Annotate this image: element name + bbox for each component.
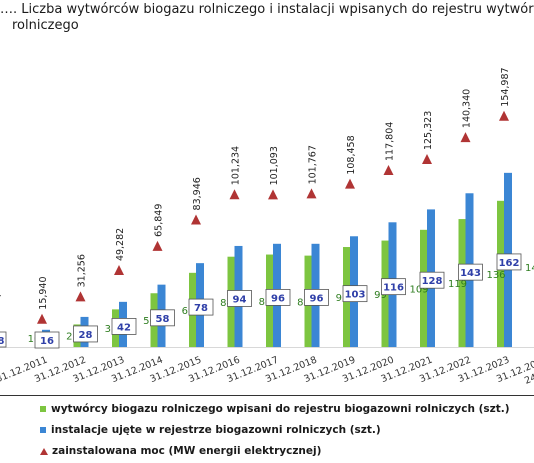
capacity-marker-1 bbox=[75, 291, 86, 302]
installations-value-1: 28 bbox=[79, 330, 93, 341]
installations-value-2: 42 bbox=[117, 322, 131, 333]
capacity-label-7: 101,767 bbox=[308, 145, 319, 184]
title-line-2: rolniczego bbox=[12, 18, 79, 33]
legend-item-installations: instalacje ujęte w rejestrze biogazowni … bbox=[40, 424, 381, 436]
capacity-marker-8 bbox=[345, 178, 355, 189]
installations-value-7: 96 bbox=[310, 293, 324, 304]
x-tick-label-edge: 24.0 bbox=[523, 369, 534, 387]
legend-producers-label: wytwórcy biogazu rolniczego wpisani do r… bbox=[51, 403, 510, 415]
installations-value-9: 116 bbox=[383, 283, 404, 294]
producers-value-1: 21 bbox=[66, 332, 79, 343]
producers-value-12: 136 bbox=[486, 270, 505, 281]
installations-value-box-8 bbox=[342, 285, 368, 303]
capacity-marker-7 bbox=[306, 188, 317, 199]
producers-value-4: 69 bbox=[182, 306, 195, 317]
installations-value-11: 143 bbox=[460, 268, 481, 279]
producers-value-7: 85 bbox=[297, 297, 310, 308]
capacity-label-10: 125,323 bbox=[423, 111, 434, 150]
chart-legend: wytwórcy biogazu rolniczego wpisani do r… bbox=[0, 395, 534, 463]
bar-producers-12 bbox=[497, 200, 504, 347]
capacity-label-5: 101,234 bbox=[231, 146, 242, 185]
installations-value-0: 16 bbox=[40, 336, 54, 347]
producers-value-8: 93 bbox=[336, 293, 349, 304]
installations-value-box-11 bbox=[458, 263, 483, 281]
capacity-label-11: 140,340 bbox=[462, 89, 473, 128]
producers-value-9: 99 bbox=[374, 290, 387, 301]
edge-blue-label-box bbox=[0, 331, 7, 348]
installations-value-box-6 bbox=[265, 288, 291, 306]
capacity-marker-0 bbox=[37, 313, 47, 324]
installations-value-box-0 bbox=[34, 331, 60, 349]
installations-value-box-5 bbox=[227, 290, 252, 307]
installations-value-box-12 bbox=[496, 253, 522, 271]
edge-moc-label: 4,419 bbox=[0, 276, 3, 303]
producers-value-13: 149 bbox=[525, 263, 534, 274]
producers-value-2: 35 bbox=[105, 324, 118, 335]
capacity-marker-11 bbox=[460, 132, 471, 143]
installations-value-box-7 bbox=[304, 288, 329, 306]
installations-value-box-9 bbox=[381, 278, 406, 296]
producers-value-0: 10 bbox=[28, 334, 41, 345]
legend-blue-square-icon bbox=[40, 427, 46, 433]
capacity-marker-5 bbox=[229, 189, 240, 200]
installations-value-box-2 bbox=[111, 318, 137, 335]
capacity-marker-9 bbox=[383, 165, 394, 176]
installations-value-5: 94 bbox=[233, 294, 247, 305]
capacity-marker-3 bbox=[152, 240, 163, 251]
capacity-label-3: 65,849 bbox=[154, 204, 165, 237]
capacity-marker-12 bbox=[499, 110, 509, 121]
capacity-label-9: 117,804 bbox=[385, 122, 396, 161]
installations-value-8: 103 bbox=[345, 290, 366, 301]
capacity-marker-6 bbox=[268, 189, 278, 200]
chart-title: …. Liczba wytwórców biogazu rolniczego i… bbox=[0, 2, 534, 34]
producers-value-10: 109 bbox=[409, 284, 428, 295]
capacity-label-0: 15,940 bbox=[38, 276, 49, 309]
legend-green-square-icon bbox=[40, 406, 46, 412]
producers-value-3: 50 bbox=[143, 316, 156, 327]
installations-value-4: 78 bbox=[194, 303, 208, 314]
producers-value-5: 84 bbox=[220, 298, 233, 309]
capacity-label-12: 154,987 bbox=[500, 67, 511, 106]
producers-value-6: 86 bbox=[259, 297, 272, 308]
title-line-1: …. Liczba wytwórców biogazu rolniczego i… bbox=[0, 2, 534, 17]
producers-value-11: 119 bbox=[448, 279, 467, 290]
installations-value-3: 58 bbox=[156, 314, 170, 325]
capacity-label-2: 49,282 bbox=[115, 228, 126, 261]
installations-value-6: 96 bbox=[271, 293, 285, 304]
installations-value-12: 162 bbox=[499, 258, 520, 269]
legend-capacity-label: zainstalowana moc (MW energii elektryczn… bbox=[52, 445, 322, 457]
capacity-marker-10 bbox=[422, 154, 432, 165]
legend-item-producers: wytwórcy biogazu rolniczego wpisani do r… bbox=[40, 403, 510, 415]
chart-plot: 884,41915,940101631.12.201131,256212831.… bbox=[0, 67, 534, 387]
legend-item-capacity: zainstalowana moc (MW energii elektryczn… bbox=[40, 445, 321, 457]
edge-blue-label: 8 bbox=[0, 336, 5, 347]
installations-value-box-10 bbox=[419, 271, 445, 289]
bar-producers-11 bbox=[458, 219, 466, 347]
capacity-label-1: 31,256 bbox=[77, 254, 88, 287]
installations-value-box-4 bbox=[188, 298, 214, 316]
legend-installations-label: instalacje ujęte w rejestrze biogazowni … bbox=[51, 424, 381, 436]
capacity-marker-2 bbox=[114, 265, 124, 276]
capacity-label-6: 101,093 bbox=[269, 146, 280, 185]
capacity-label-8: 108,458 bbox=[346, 135, 357, 174]
installations-value-box-1 bbox=[73, 325, 98, 343]
installations-value-10: 128 bbox=[422, 276, 443, 287]
capacity-marker-4 bbox=[191, 214, 201, 225]
capacity-label-4: 83,946 bbox=[192, 177, 203, 210]
installations-value-box-3 bbox=[150, 309, 175, 327]
legend-red-triangle-icon bbox=[40, 447, 48, 455]
